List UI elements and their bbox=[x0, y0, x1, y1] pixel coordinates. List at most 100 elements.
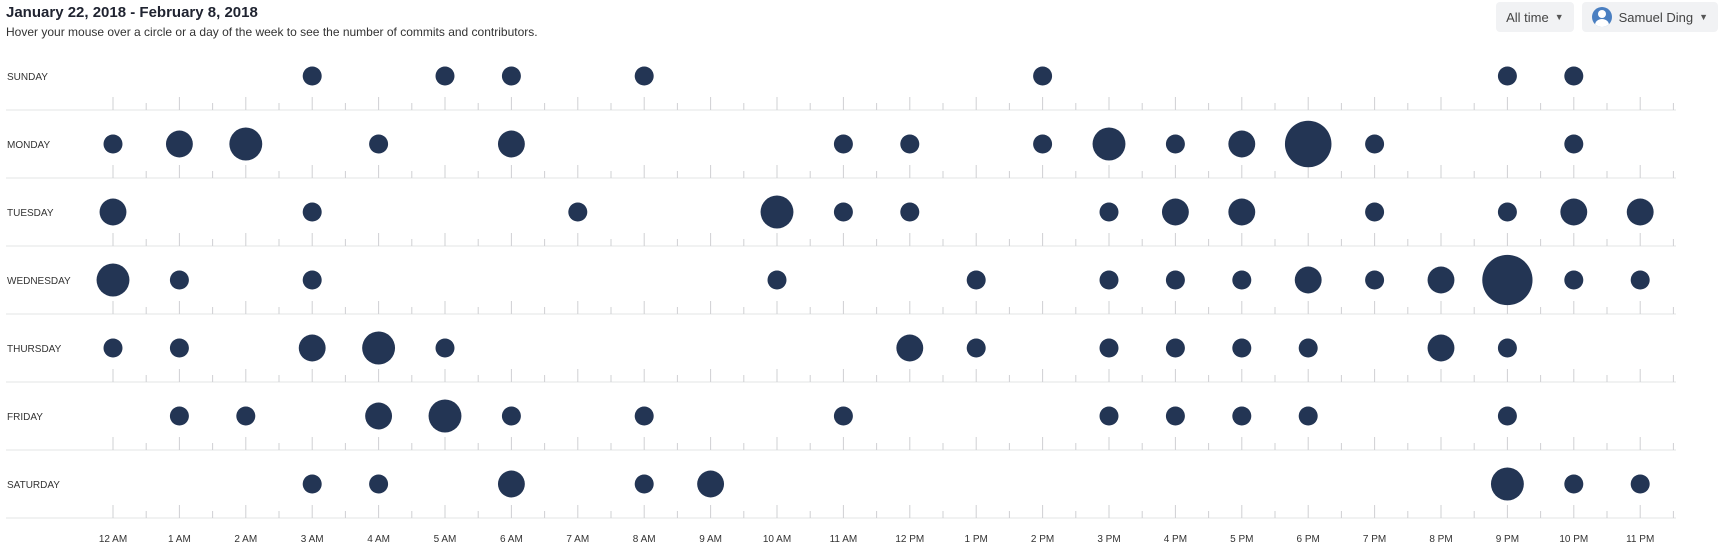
hour-label: 7 PM bbox=[1363, 534, 1386, 545]
commit-dot[interactable] bbox=[760, 195, 794, 229]
commit-dot[interactable] bbox=[1165, 406, 1185, 426]
commit-dot[interactable] bbox=[1564, 134, 1584, 154]
commit-dot[interactable] bbox=[1365, 202, 1385, 222]
day-label-tuesday[interactable]: TUESDAY bbox=[7, 208, 54, 219]
commit-dot[interactable] bbox=[1497, 406, 1517, 426]
commit-dot[interactable] bbox=[1228, 198, 1256, 226]
commit-dot[interactable] bbox=[298, 334, 326, 362]
hour-label: 7 AM bbox=[566, 534, 589, 545]
commit-dot[interactable] bbox=[900, 202, 920, 222]
commit-dot[interactable] bbox=[169, 406, 189, 426]
commit-dot[interactable] bbox=[1365, 134, 1385, 154]
commit-dot[interactable] bbox=[697, 470, 725, 498]
commit-dot[interactable] bbox=[169, 338, 189, 358]
commit-dot[interactable] bbox=[428, 399, 462, 433]
commit-dot[interactable] bbox=[634, 66, 654, 86]
commit-dot[interactable] bbox=[1165, 338, 1185, 358]
commit-dot[interactable] bbox=[1497, 338, 1517, 358]
commit-dot[interactable] bbox=[1099, 270, 1119, 290]
user-name: Samuel Ding bbox=[1618, 9, 1694, 25]
commit-dot[interactable] bbox=[1099, 202, 1119, 222]
page-title: January 22, 2018 - February 8, 2018 bbox=[6, 4, 258, 21]
commit-dot[interactable] bbox=[568, 202, 588, 222]
chevron-down-icon: ▼ bbox=[1554, 12, 1564, 22]
commit-dot[interactable] bbox=[833, 134, 853, 154]
commit-dot[interactable] bbox=[1033, 134, 1053, 154]
commit-dot[interactable] bbox=[501, 66, 521, 86]
day-label-sunday[interactable]: SUNDAY bbox=[7, 72, 48, 83]
commit-dot[interactable] bbox=[1564, 66, 1584, 86]
commit-dot[interactable] bbox=[1033, 66, 1053, 86]
day-label-thursday[interactable]: THURSDAY bbox=[7, 344, 62, 355]
commit-dot[interactable] bbox=[1564, 270, 1584, 290]
commit-dot[interactable] bbox=[1497, 202, 1517, 222]
commit-dot[interactable] bbox=[1099, 338, 1119, 358]
commit-dot[interactable] bbox=[1228, 130, 1256, 158]
commit-dot[interactable] bbox=[1482, 254, 1533, 306]
commit-dot[interactable] bbox=[165, 130, 193, 158]
commit-dot[interactable] bbox=[1630, 474, 1650, 494]
hour-label: 3 PM bbox=[1097, 534, 1120, 545]
commit-dot[interactable] bbox=[103, 134, 123, 154]
day-label-friday[interactable]: FRIDAY bbox=[7, 412, 43, 423]
day-label-wednesday[interactable]: WEDNESDAY bbox=[7, 276, 71, 287]
commit-dot[interactable] bbox=[896, 334, 924, 362]
commit-dot[interactable] bbox=[302, 270, 322, 290]
commit-dot[interactable] bbox=[1427, 266, 1455, 294]
day-label-saturday[interactable]: SATURDAY bbox=[7, 480, 60, 491]
commit-dot[interactable] bbox=[99, 198, 127, 226]
commit-dot[interactable] bbox=[1298, 338, 1318, 358]
commit-dot[interactable] bbox=[1232, 406, 1252, 426]
hour-label: 10 AM bbox=[763, 534, 791, 545]
avatar bbox=[1591, 7, 1612, 27]
commit-dot[interactable] bbox=[1630, 270, 1650, 290]
commit-dot[interactable] bbox=[365, 402, 393, 430]
commit-dot[interactable] bbox=[229, 127, 263, 161]
day-label-monday[interactable]: MONDAY bbox=[7, 140, 50, 151]
commit-dot[interactable] bbox=[1165, 134, 1185, 154]
commit-dot[interactable] bbox=[302, 66, 322, 86]
commit-dot[interactable] bbox=[435, 66, 455, 86]
commit-dot[interactable] bbox=[1626, 198, 1654, 226]
commit-dot[interactable] bbox=[169, 270, 189, 290]
commit-dot[interactable] bbox=[1294, 266, 1322, 294]
hour-label: 10 PM bbox=[1559, 534, 1588, 545]
commit-dot[interactable] bbox=[1092, 127, 1126, 161]
commit-dot[interactable] bbox=[1232, 338, 1252, 358]
commit-dot[interactable] bbox=[634, 474, 654, 494]
commit-dot[interactable] bbox=[435, 338, 455, 358]
commit-dot[interactable] bbox=[966, 270, 986, 290]
commit-dot[interactable] bbox=[1560, 198, 1588, 226]
commit-dot[interactable] bbox=[634, 406, 654, 426]
commit-dot[interactable] bbox=[833, 406, 853, 426]
commit-dot[interactable] bbox=[497, 470, 525, 498]
commit-dot[interactable] bbox=[1165, 270, 1185, 290]
commit-dot[interactable] bbox=[1298, 406, 1318, 426]
commit-dot[interactable] bbox=[1564, 474, 1584, 494]
time-range-dropdown[interactable]: All time ▼ bbox=[1496, 2, 1574, 32]
commit-dot[interactable] bbox=[1365, 270, 1385, 290]
commit-dot[interactable] bbox=[900, 134, 920, 154]
commit-dot[interactable] bbox=[103, 338, 123, 358]
user-dropdown[interactable]: Samuel Ding ▼ bbox=[1581, 2, 1718, 32]
commit-dot[interactable] bbox=[1427, 334, 1455, 362]
commit-dot[interactable] bbox=[767, 270, 787, 290]
commit-dot[interactable] bbox=[96, 263, 130, 297]
commit-dot[interactable] bbox=[302, 202, 322, 222]
commit-dot[interactable] bbox=[966, 338, 986, 358]
hour-label: 5 AM bbox=[434, 534, 457, 545]
commit-dot[interactable] bbox=[1099, 406, 1119, 426]
commit-dot[interactable] bbox=[501, 406, 521, 426]
commit-dot[interactable] bbox=[1490, 467, 1524, 501]
commit-dot[interactable] bbox=[1232, 270, 1252, 290]
commit-dot[interactable] bbox=[236, 406, 256, 426]
commit-dot[interactable] bbox=[833, 202, 853, 222]
commit-dot[interactable] bbox=[1497, 66, 1517, 86]
commit-dot[interactable] bbox=[369, 474, 389, 494]
commit-dot[interactable] bbox=[369, 134, 389, 154]
commit-dot[interactable] bbox=[1284, 120, 1332, 168]
commit-dot[interactable] bbox=[1161, 198, 1189, 226]
commit-dot[interactable] bbox=[302, 474, 322, 494]
commit-dot[interactable] bbox=[362, 331, 396, 365]
commit-dot[interactable] bbox=[497, 130, 525, 158]
